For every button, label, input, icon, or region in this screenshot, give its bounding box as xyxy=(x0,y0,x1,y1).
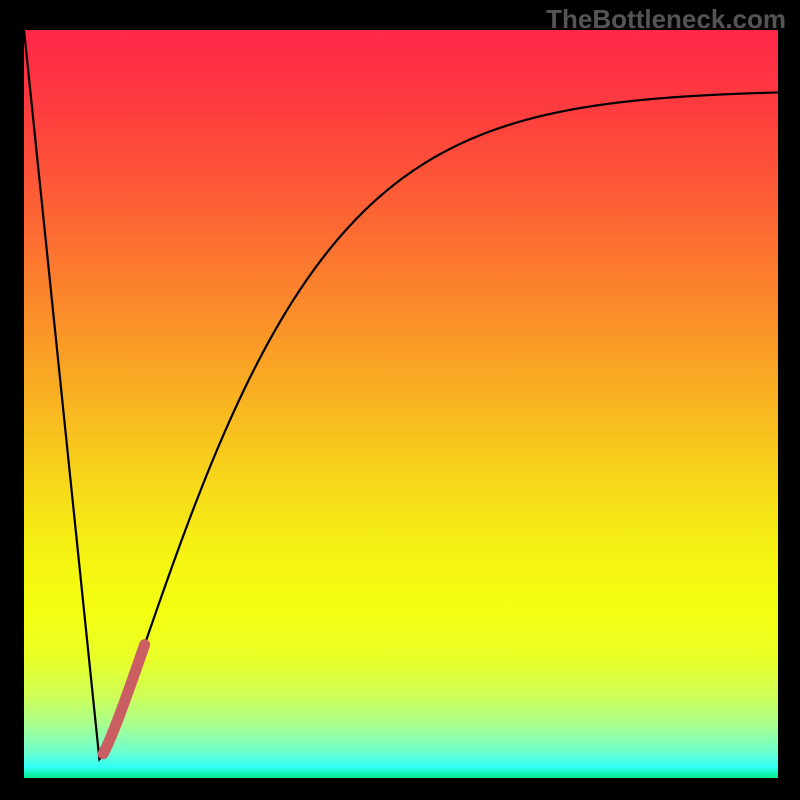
plot-area xyxy=(24,30,778,778)
plot-svg xyxy=(24,30,778,778)
watermark-text: TheBottleneck.com xyxy=(546,4,786,35)
stage: TheBottleneck.com xyxy=(0,0,800,800)
